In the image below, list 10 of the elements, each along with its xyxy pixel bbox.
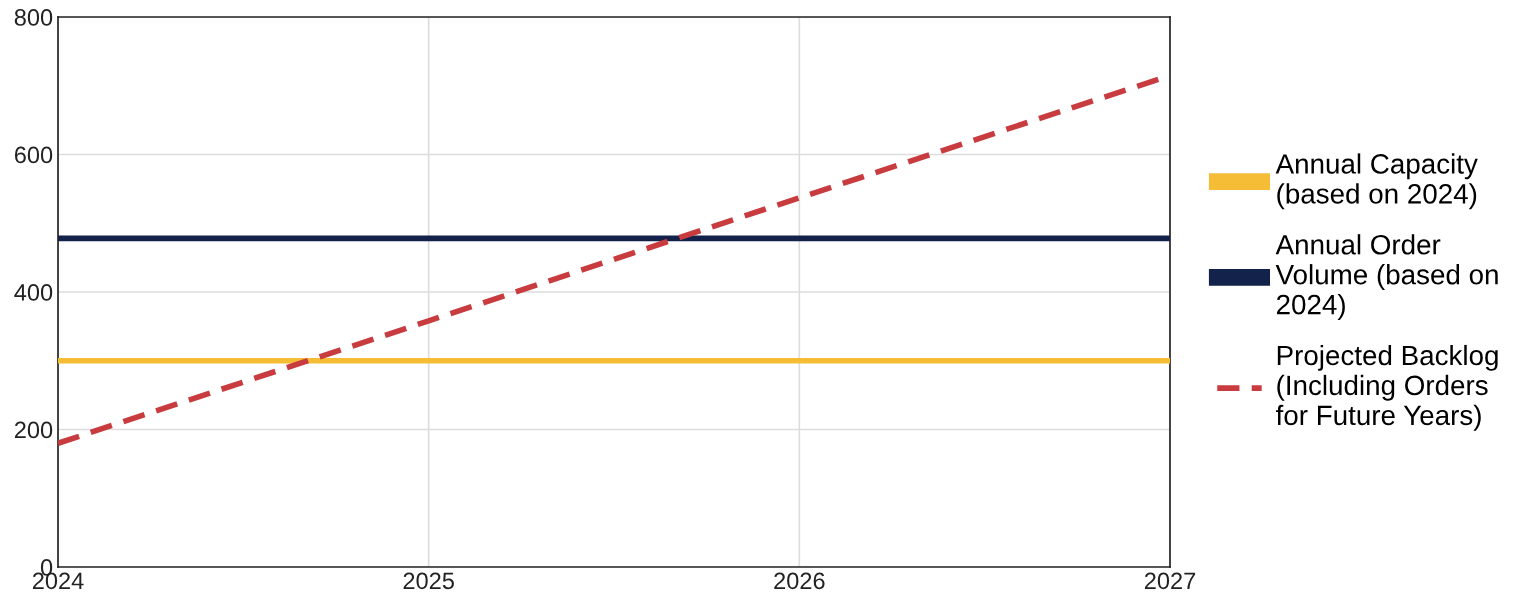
- x-tick-label: 2027: [1144, 572, 1196, 590]
- y-tick-label: 400: [14, 284, 53, 301]
- x-tick-label: 2026: [774, 572, 825, 590]
- y-tick-label: 600: [14, 146, 53, 164]
- x-tick-label: 2025: [403, 572, 454, 590]
- legend-label: Annual Order Volume (based on 2024): [1275, 234, 1498, 320]
- y-tick-label: 200: [14, 421, 53, 439]
- legend-label: Annual Capacity (based on 2024): [1275, 153, 1478, 210]
- y-tick-label: 800: [14, 9, 53, 26]
- legend-label: Projected Backlog (Including Orders for Future Years): [1275, 344, 1498, 431]
